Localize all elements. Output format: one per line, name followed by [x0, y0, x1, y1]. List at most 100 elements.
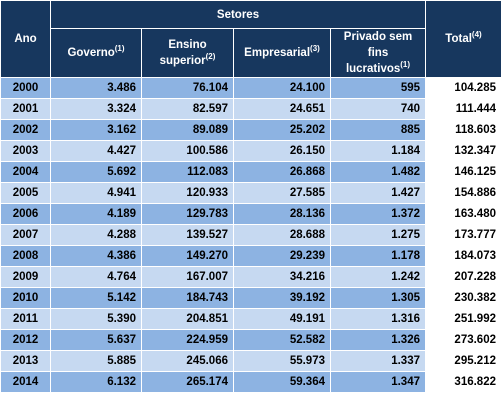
ensino-cell: 129.783: [141, 203, 234, 225]
table-row: 2008 4.386 149.270 29.239 1.178 184.073: [0, 245, 501, 267]
privado-cell: 595: [330, 77, 426, 99]
governo-cell: 4.764: [50, 266, 142, 288]
ensino-cell: 100.586: [141, 140, 234, 162]
ensino-cell: 184.743: [141, 287, 234, 309]
table-header: Ano Setores Total(4) Governo(1) Ensino s…: [0, 0, 501, 78]
total-cell: 163.480: [425, 203, 501, 225]
privado-cell: 1.372: [330, 203, 426, 225]
empresarial-cell: 24.651: [233, 98, 331, 120]
table-row: 2001 3.324 82.597 24.651 740 111.444: [0, 98, 501, 120]
governo-cell: 4.386: [50, 245, 142, 267]
privado-cell: 1.184: [330, 140, 426, 162]
ensino-cell: 120.933: [141, 182, 234, 204]
ensino-cell: 224.959: [141, 329, 234, 351]
empresarial-header-label: Empresarial: [244, 47, 311, 59]
privado-cell: 1.275: [330, 224, 426, 246]
empresarial-cell: 55.973: [233, 350, 331, 372]
year-cell: 2003: [0, 140, 51, 162]
table-row: 2002 3.162 89.089 25.202 885 118.603: [0, 119, 501, 141]
year-header: Ano: [0, 0, 51, 78]
privado-cell: 885: [330, 119, 426, 141]
data-table: Ano Setores Total(4) Governo(1) Ensino s…: [0, 0, 501, 393]
year-cell: 2007: [0, 224, 51, 246]
year-cell: 2011: [0, 308, 51, 330]
privado-header-label: Privado sem fins lucrativos: [343, 31, 413, 75]
ensino-header-note: (2): [205, 52, 216, 62]
privado-header: Privado sem fins lucrativos(1): [330, 28, 426, 78]
privado-cell: 740: [330, 98, 426, 120]
empresarial-cell: 29.239: [233, 245, 331, 267]
year-cell: 2010: [0, 287, 51, 309]
privado-cell: 1.178: [330, 245, 426, 267]
ensino-cell: 245.066: [141, 350, 234, 372]
table-row: 2010 5.142 184.743 39.192 1.305 230.382: [0, 287, 501, 309]
total-cell: 111.444: [425, 98, 501, 120]
governo-cell: 3.486: [50, 77, 142, 99]
table-row: 2005 4.941 120.933 27.585 1.427 154.886: [0, 182, 501, 204]
year-cell: 2008: [0, 245, 51, 267]
governo-cell: 5.692: [50, 161, 142, 183]
governo-cell: 3.162: [50, 119, 142, 141]
governo-cell: 5.885: [50, 350, 142, 372]
year-cell: 2002: [0, 119, 51, 141]
total-cell: 154.886: [425, 182, 501, 204]
ensino-cell: 204.851: [141, 308, 234, 330]
ensino-cell: 112.083: [141, 161, 234, 183]
table-row: 2012 5.637 224.959 52.582 1.326 273.602: [0, 329, 501, 351]
year-cell: 2005: [0, 182, 51, 204]
governo-cell: 6.132: [50, 371, 142, 393]
empresarial-cell: 49.191: [233, 308, 331, 330]
total-cell: 251.992: [425, 308, 501, 330]
privado-cell: 1.305: [330, 287, 426, 309]
empresarial-cell: 27.585: [233, 182, 331, 204]
total-cell: 184.073: [425, 245, 501, 267]
ensino-cell: 82.597: [141, 98, 234, 120]
empresarial-cell: 39.192: [233, 287, 331, 309]
table-row: 2013 5.885 245.066 55.973 1.337 295.212: [0, 350, 501, 372]
year-cell: 2012: [0, 329, 51, 351]
year-cell: 2009: [0, 266, 51, 288]
total-header: Total(4): [425, 0, 501, 78]
governo-header: Governo(1): [50, 28, 142, 78]
total-cell: 104.285: [425, 77, 501, 99]
year-cell: 2006: [0, 203, 51, 225]
governo-cell: 5.390: [50, 308, 142, 330]
governo-cell: 4.288: [50, 224, 142, 246]
governo-cell: 5.142: [50, 287, 142, 309]
ensino-cell: 265.174: [141, 371, 234, 393]
empresarial-cell: 26.150: [233, 140, 331, 162]
governo-cell: 4.941: [50, 182, 142, 204]
ensino-cell: 76.104: [141, 77, 234, 99]
empresarial-cell: 24.100: [233, 77, 331, 99]
ensino-cell: 139.527: [141, 224, 234, 246]
total-cell: 316.822: [425, 371, 501, 393]
empresarial-header-note: (3): [310, 44, 320, 54]
table-row: 2003 4.427 100.586 26.150 1.184 132.347: [0, 140, 501, 162]
year-cell: 2004: [0, 161, 51, 183]
year-cell: 2013: [0, 350, 51, 372]
total-cell: 295.212: [425, 350, 501, 372]
table-row: 2006 4.189 129.783 28.136 1.372 163.480: [0, 203, 501, 225]
privado-cell: 1.242: [330, 266, 426, 288]
governo-cell: 5.637: [50, 329, 142, 351]
ensino-cell: 149.270: [141, 245, 234, 267]
table-row: 2000 3.486 76.104 24.100 595 104.285: [0, 77, 501, 99]
empresarial-cell: 25.202: [233, 119, 331, 141]
total-cell: 146.125: [425, 161, 501, 183]
privado-cell: 1.326: [330, 329, 426, 351]
privado-cell: 1.482: [330, 161, 426, 183]
privado-cell: 1.347: [330, 371, 426, 393]
sectors-header: Setores: [50, 0, 426, 29]
table-row: 2009 4.764 167.007 34.216 1.242 207.228: [0, 266, 501, 288]
ensino-header-label: Ensino superior: [159, 39, 207, 67]
ensino-header: Ensino superior(2): [141, 28, 234, 78]
empresarial-cell: 59.364: [233, 371, 331, 393]
ensino-cell: 89.089: [141, 119, 234, 141]
total-cell: 273.602: [425, 329, 501, 351]
privado-header-note: (1): [400, 60, 411, 70]
governo-cell: 4.427: [50, 140, 142, 162]
governo-cell: 3.324: [50, 98, 142, 120]
empresarial-cell: 34.216: [233, 266, 331, 288]
table-row: 2011 5.390 204.851 49.191 1.316 251.992: [0, 308, 501, 330]
year-cell: 2000: [0, 77, 51, 99]
